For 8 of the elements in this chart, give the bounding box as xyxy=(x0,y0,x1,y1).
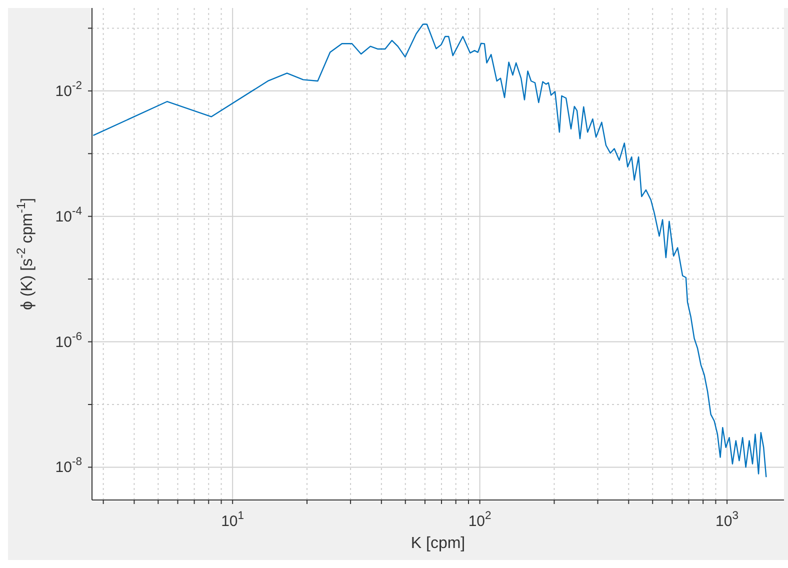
y-tick-label: 10$^{-6}$ xyxy=(55,330,82,351)
y-tick-label: 10$^{-4}$ xyxy=(55,205,82,226)
x-axis-title: K [cpm] xyxy=(410,535,466,552)
x-tick-label: 10$^{2}$ xyxy=(468,510,492,530)
x-tick-label: 10$^{1}$ xyxy=(221,510,244,530)
y-tick-label: 10$^{-2}$ xyxy=(55,80,82,100)
y-tick-label: 10$^{-8}$ xyxy=(55,456,82,476)
x-tick-label: 10$^{3}$ xyxy=(716,510,739,530)
